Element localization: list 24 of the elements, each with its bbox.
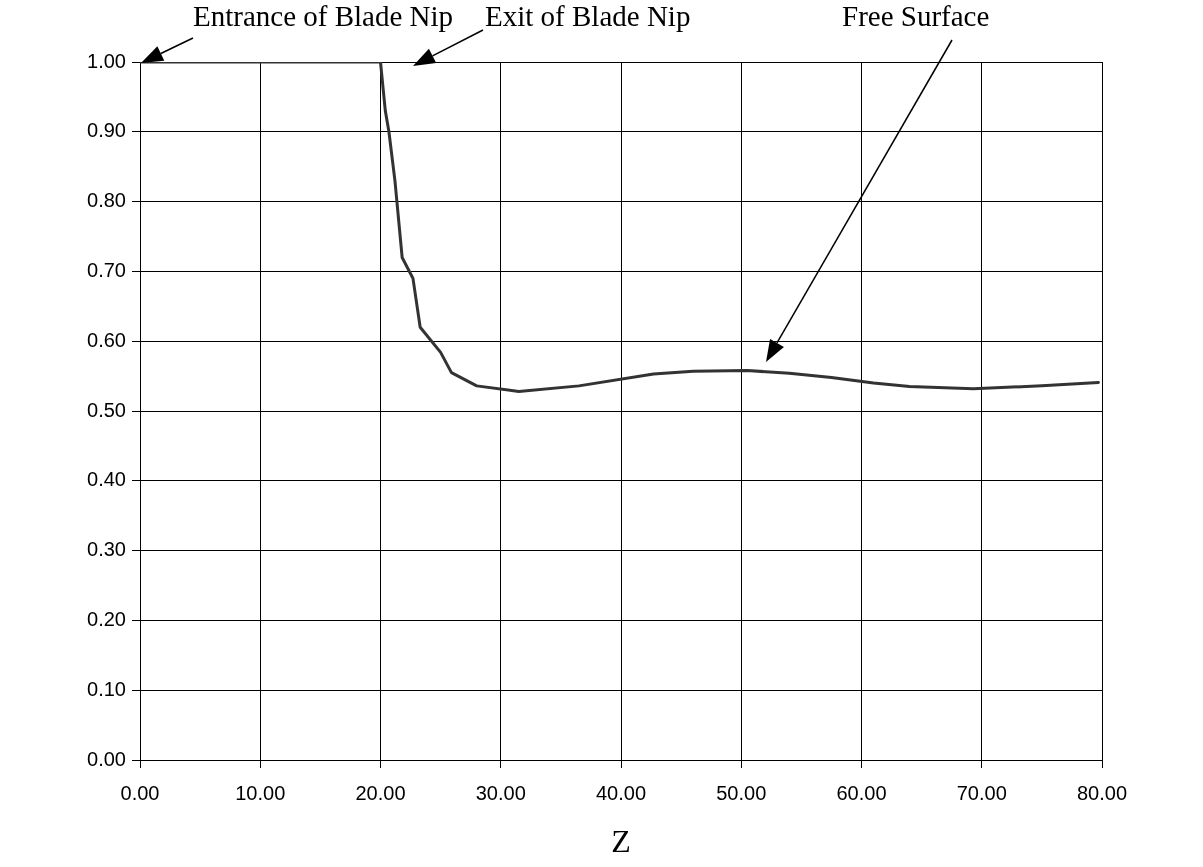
x-tick-label: 70.00 — [956, 781, 1007, 804]
annotation: Entrance of Blade Nip — [193, 0, 454, 32]
text: Exit of Blade Nip — [485, 0, 691, 32]
x-tick-label: 50.00 — [716, 781, 767, 804]
y-tick-label: 0.40 — [87, 468, 126, 491]
y-tick-label: 0.00 — [87, 747, 126, 770]
x-tick-label: 0.00 — [120, 781, 160, 804]
x-tick-label: 10.00 — [235, 781, 286, 804]
y-tick-label: 0.90 — [87, 119, 126, 142]
x-tick-label: 40.00 — [595, 781, 647, 804]
y-tick-label: 1.00 — [87, 49, 126, 72]
x-tick-label: 80.00 — [1076, 781, 1128, 804]
x-tick-label: 30.00 — [475, 781, 526, 804]
y-tick-label: 0.20 — [87, 607, 126, 630]
x-axis-title: Z — [611, 823, 631, 860]
y-tick-label: 0.30 — [87, 538, 126, 561]
x-tick-label: 60.00 — [836, 781, 887, 804]
text: Free Surface — [842, 0, 990, 32]
y-tick-label: 0.50 — [87, 398, 126, 421]
x-tick-label: 20.00 — [355, 781, 406, 804]
y-tick-label: 0.60 — [87, 328, 126, 351]
y-tick-label: 0.10 — [87, 677, 126, 700]
y-tick-label: 0.70 — [87, 258, 126, 281]
y-tick-label: 0.80 — [87, 189, 126, 212]
